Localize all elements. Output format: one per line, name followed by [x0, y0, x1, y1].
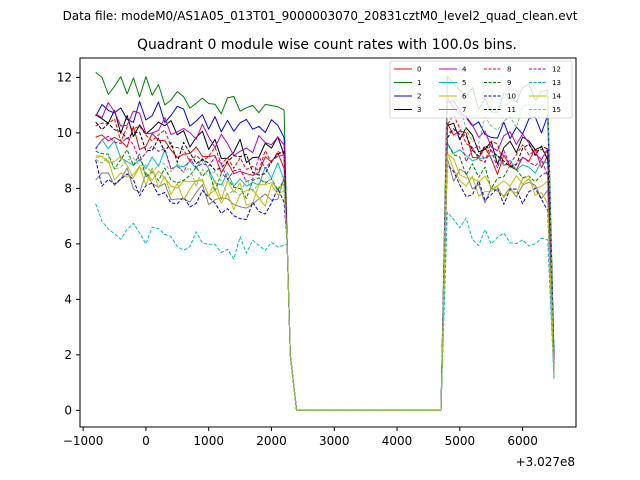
- series-line-15: [95, 87, 555, 411]
- series-line-7: [95, 157, 555, 411]
- legend-label: 15: [552, 106, 561, 114]
- series-line-4: [95, 97, 555, 411]
- series-line-12: [95, 128, 555, 411]
- x-tick-label: 6000: [507, 434, 538, 448]
- x-tick-label: 5000: [445, 434, 476, 448]
- series-line-13: [95, 203, 555, 411]
- legend-label: 7: [462, 106, 466, 114]
- legend-label: 13: [552, 79, 561, 87]
- y-tick-label: 12: [57, 70, 72, 84]
- x-tick-label: 1000: [193, 434, 224, 448]
- plot-frame: [79, 57, 577, 428]
- legend-label: 1: [417, 79, 421, 87]
- series-line-6: [95, 151, 555, 411]
- legend-label: 2: [417, 93, 421, 101]
- x-tick-label: 3000: [319, 434, 350, 448]
- x-tick-label: 0: [142, 434, 150, 448]
- series-line-10: [95, 159, 555, 411]
- x-tick-label: 2000: [256, 434, 287, 448]
- x-tick-label: 4000: [382, 434, 413, 448]
- series-line-3: [95, 109, 555, 411]
- y-axis: 0 2 4 6 8 10 12: [57, 70, 80, 417]
- y-tick-label: 8: [64, 181, 72, 195]
- legend-label: 9: [507, 79, 511, 87]
- legend-label: 5: [462, 79, 466, 87]
- x-axis: −1000 0 1000 2000 3000 4000 5000 6000: [63, 427, 538, 448]
- y-tick-label: 0: [64, 403, 72, 417]
- legend-label: 11: [507, 106, 516, 114]
- plot-lines: [95, 72, 555, 411]
- legend-label: 8: [507, 66, 511, 74]
- x-offset-label: +3.027e8: [516, 455, 575, 469]
- series-line-11: [95, 121, 555, 411]
- legend-label: 12: [552, 66, 561, 74]
- legend-label: 4: [462, 66, 467, 74]
- x-tick-label: −1000: [63, 434, 104, 448]
- series-line-0: [95, 122, 555, 411]
- y-tick-label: 4: [64, 292, 72, 306]
- series-line-8: [95, 114, 555, 411]
- chart-suptitle: Data file: modeM0/AS1A05_013T01_90000030…: [63, 9, 578, 23]
- legend-frame: [389, 60, 573, 119]
- y-tick-label: 10: [57, 126, 72, 140]
- chart-title: Quadrant 0 module wise count rates with …: [137, 37, 517, 53]
- legend-label: 3: [417, 106, 421, 114]
- legend-label: 14: [552, 93, 561, 101]
- legend-label: 0: [417, 66, 421, 74]
- series-line-5: [95, 139, 555, 411]
- y-tick-label: 6: [64, 237, 72, 251]
- series-line-1: [95, 72, 555, 411]
- legend-label: 6: [462, 93, 467, 101]
- legend-label: 10: [507, 93, 516, 101]
- y-tick-label: 2: [64, 348, 72, 362]
